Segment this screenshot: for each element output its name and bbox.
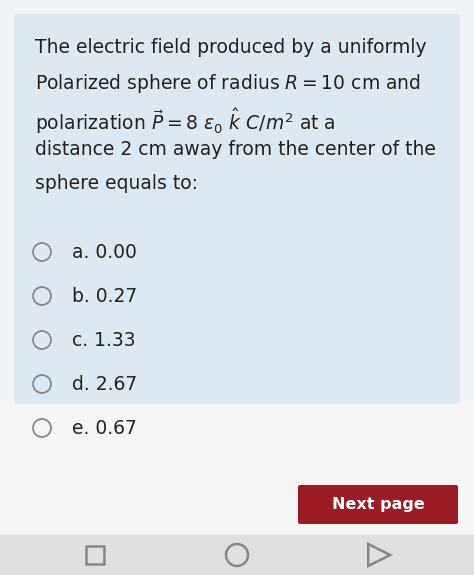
Text: distance 2 cm away from the center of the: distance 2 cm away from the center of th… bbox=[35, 140, 436, 159]
Text: Next page: Next page bbox=[332, 497, 424, 512]
Text: e. 0.67: e. 0.67 bbox=[72, 419, 137, 438]
Text: d. 2.67: d. 2.67 bbox=[72, 374, 137, 393]
Text: a. 0.00: a. 0.00 bbox=[72, 243, 137, 262]
Bar bbox=[86, 546, 104, 564]
Text: polarization $\vec{P} = 8\ \epsilon_0\ \hat{k}\ C/m^2$ at a: polarization $\vec{P} = 8\ \epsilon_0\ \… bbox=[35, 106, 336, 136]
FancyBboxPatch shape bbox=[14, 14, 460, 404]
Bar bbox=[0, 400, 474, 575]
Text: The electric field produced by a uniformly: The electric field produced by a uniform… bbox=[35, 38, 427, 57]
Text: sphere equals to:: sphere equals to: bbox=[35, 174, 198, 193]
Text: Polarized sphere of radius $R = 10$ cm and: Polarized sphere of radius $R = 10$ cm a… bbox=[35, 72, 421, 95]
Text: c. 1.33: c. 1.33 bbox=[72, 331, 136, 350]
Text: b. 0.27: b. 0.27 bbox=[72, 286, 137, 305]
FancyBboxPatch shape bbox=[298, 485, 458, 524]
Bar bbox=[0, 535, 474, 575]
